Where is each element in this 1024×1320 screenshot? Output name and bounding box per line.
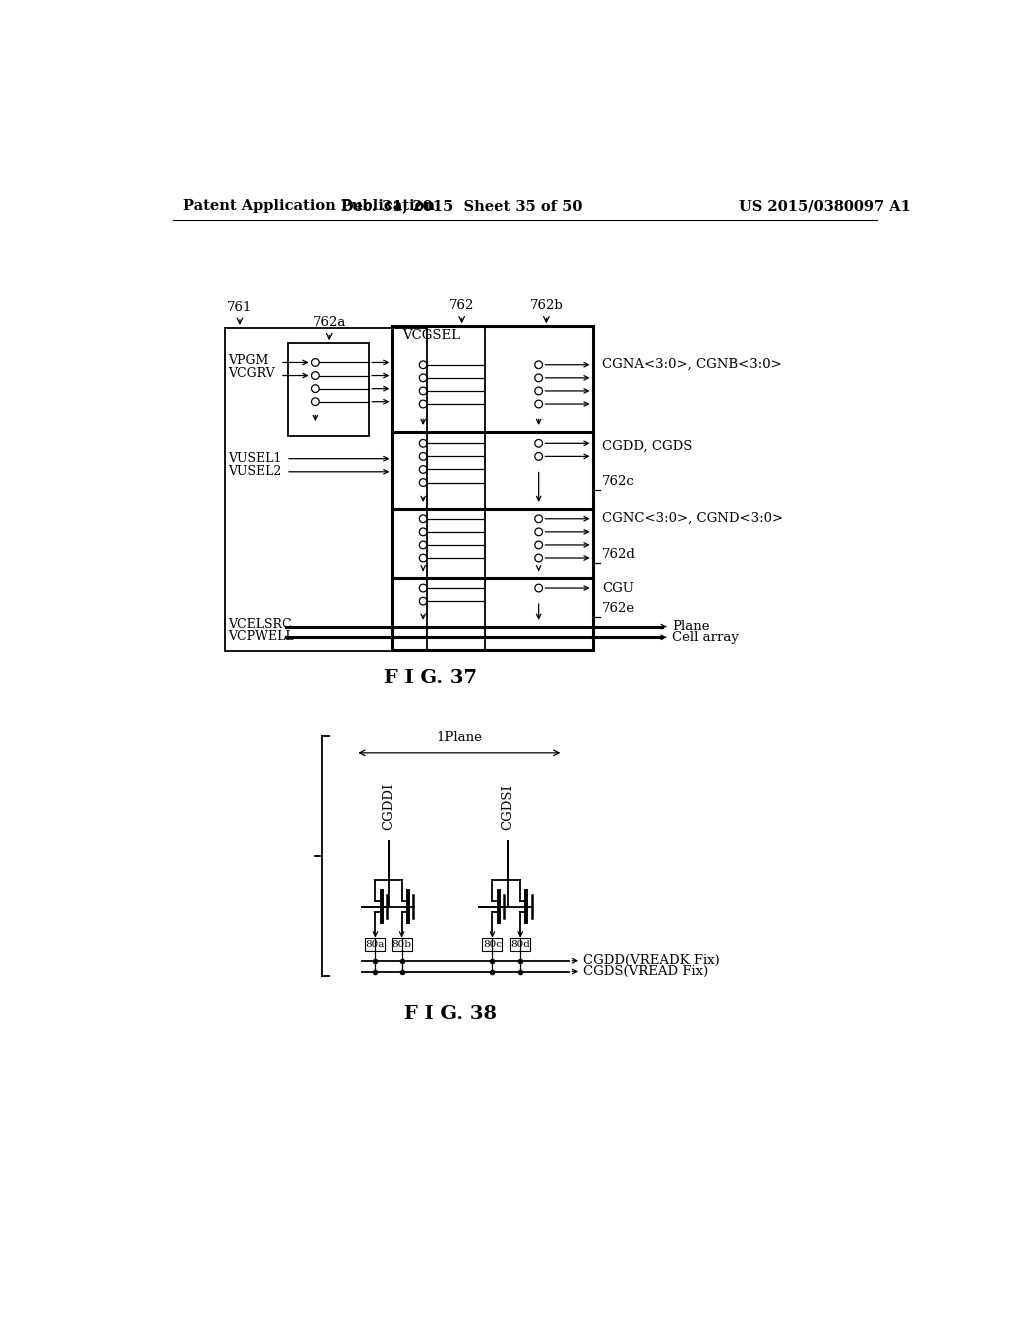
Bar: [391, 939, 412, 950]
Text: 1Plane: 1Plane: [436, 730, 482, 743]
Bar: [289, 343, 370, 436]
Text: 762b: 762b: [529, 300, 563, 313]
Text: VPGM: VPGM: [228, 354, 268, 367]
Text: 762c: 762c: [602, 475, 635, 488]
Text: F I G. 38: F I G. 38: [403, 1005, 497, 1023]
Text: VCGSEL: VCGSEL: [401, 329, 460, 342]
Text: CGNC<3:0>, CGND<3:0>: CGNC<3:0>, CGND<3:0>: [602, 512, 783, 525]
Text: CGDDI: CGDDI: [382, 783, 395, 830]
Text: CGDSI: CGDSI: [502, 784, 514, 830]
Text: CGNA<3:0>, CGNB<3:0>: CGNA<3:0>, CGNB<3:0>: [602, 358, 781, 371]
Bar: [366, 939, 385, 950]
Text: VUSEL2: VUSEL2: [228, 465, 282, 478]
Text: 80b: 80b: [391, 940, 412, 949]
Text: 80d: 80d: [510, 940, 530, 949]
Text: 762d: 762d: [602, 548, 636, 561]
Bar: [224, 327, 427, 651]
Text: F I G. 37: F I G. 37: [384, 669, 477, 688]
Text: Dec. 31, 2015  Sheet 35 of 50: Dec. 31, 2015 Sheet 35 of 50: [341, 199, 583, 213]
Text: VUSEL1: VUSEL1: [228, 453, 282, 465]
Text: Cell array: Cell array: [672, 631, 738, 644]
Text: 762: 762: [449, 300, 474, 313]
Bar: [482, 939, 503, 950]
Text: US 2015/0380097 A1: US 2015/0380097 A1: [739, 199, 910, 213]
Text: 761: 761: [227, 301, 253, 314]
Bar: [510, 939, 530, 950]
Text: 80a: 80a: [366, 940, 385, 949]
Text: Plane: Plane: [672, 620, 710, 634]
Text: VCELSRC: VCELSRC: [228, 618, 292, 631]
Text: Patent Application Publication: Patent Application Publication: [183, 199, 435, 213]
Bar: [392, 326, 593, 649]
Text: 762a: 762a: [312, 317, 346, 330]
Text: VCGRV: VCGRV: [228, 367, 275, 380]
Text: CGDD(VREADK Fix): CGDD(VREADK Fix): [584, 954, 720, 968]
Text: CGDS(VREAD Fix): CGDS(VREAD Fix): [584, 965, 709, 978]
Text: 80c: 80c: [483, 940, 502, 949]
Text: CGU: CGU: [602, 582, 634, 594]
Text: CGDD, CGDS: CGDD, CGDS: [602, 440, 692, 453]
Text: 762e: 762e: [602, 602, 635, 615]
Text: VCPWELL: VCPWELL: [228, 630, 294, 643]
